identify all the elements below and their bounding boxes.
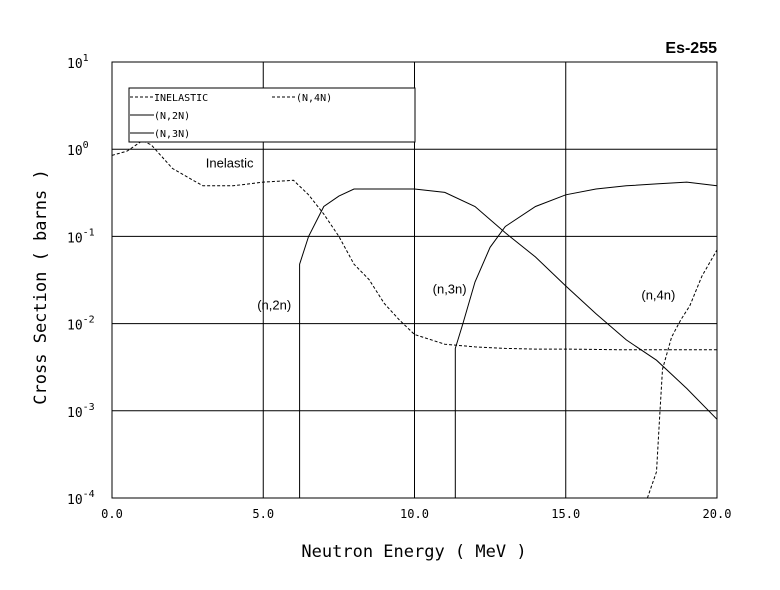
x-tick-labels: 0.0 5.0 10.0 15.0 20.0 [101, 507, 731, 521]
legend: INELASTIC (N,4N) (N,2N) (N,3N) [128, 87, 416, 143]
y-tick-labels: 101 100 10-1 10-2 10-3 10-4 [67, 53, 95, 508]
x-tick-label: 0.0 [101, 507, 123, 521]
legend-label: (N,2N) [154, 111, 190, 122]
series-line-n3n [454, 181, 718, 498]
y-tick-label: 10-2 [67, 315, 95, 334]
y-tick-label: 10-4 [67, 489, 95, 508]
legend-label: (N,3N) [154, 129, 190, 140]
series-line-inelastic [111, 140, 717, 351]
series-line-n4n [646, 249, 718, 499]
curve-annotation: (n,2n) [257, 298, 291, 313]
annotations: Inelastic (n,2n) (n,3n) (n,4n) [206, 155, 676, 312]
x-tick-label: 5.0 [252, 507, 274, 521]
y-tick-label: 101 [67, 53, 89, 72]
legend-label: (N,4N) [296, 93, 332, 104]
curve-annotation: (n,3n) [433, 282, 467, 297]
y-tick-label: 10-1 [67, 227, 95, 246]
series-lines [111, 140, 718, 499]
curve-annotation: Inelastic [206, 155, 254, 170]
x-tick-label: 15.0 [551, 507, 580, 521]
chart-title: Es-255 [665, 40, 717, 57]
y-axis-label: Cross Section ( barns ) [31, 169, 51, 404]
y-tick-label: 100 [67, 140, 89, 159]
legend-label: INELASTIC [154, 93, 208, 104]
plot-frame [111, 61, 718, 499]
curve-annotation: (n,4n) [641, 287, 675, 302]
x-tick-label: 20.0 [703, 507, 732, 521]
series-line-n2n [299, 188, 718, 498]
y-tick-label: 10-3 [67, 402, 95, 421]
x-tick-label: 10.0 [400, 507, 429, 521]
x-axis-label: Neutron Energy ( MeV ) [301, 542, 526, 562]
